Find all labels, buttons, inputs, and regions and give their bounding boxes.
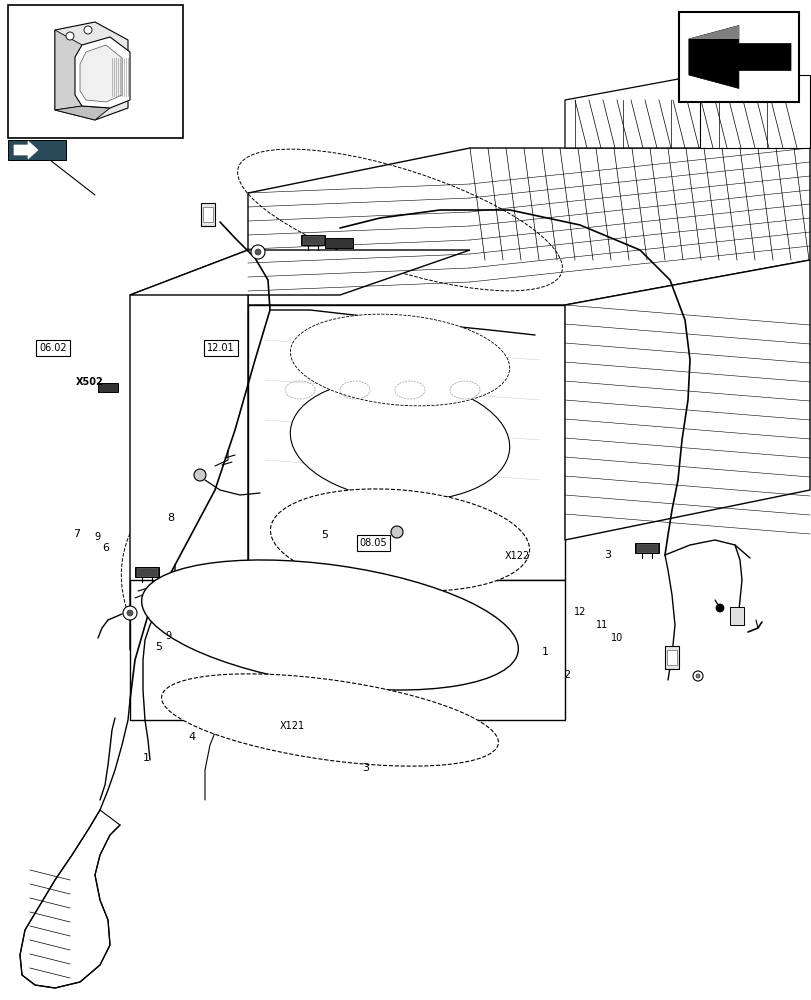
Polygon shape — [247, 305, 564, 580]
Bar — [98, 383, 118, 392]
Ellipse shape — [290, 314, 509, 406]
Circle shape — [127, 610, 133, 616]
Text: 3: 3 — [362, 763, 368, 773]
Polygon shape — [564, 75, 809, 148]
Bar — [203, 207, 212, 222]
Circle shape — [122, 606, 137, 620]
Ellipse shape — [161, 674, 498, 766]
Polygon shape — [20, 810, 120, 988]
Polygon shape — [564, 260, 809, 540]
Text: 11: 11 — [595, 620, 608, 630]
Text: X121: X121 — [280, 721, 304, 731]
Bar — [634, 543, 659, 553]
Text: 06.02: 06.02 — [39, 343, 67, 353]
Text: X122: X122 — [504, 551, 530, 561]
Ellipse shape — [290, 379, 509, 501]
Bar — [729, 607, 743, 625]
Polygon shape — [55, 106, 109, 120]
Circle shape — [66, 32, 74, 40]
Text: 5: 5 — [321, 530, 328, 540]
Polygon shape — [80, 45, 122, 102]
Text: 6: 6 — [102, 543, 109, 553]
Text: 1: 1 — [143, 753, 149, 763]
Text: 9: 9 — [94, 532, 101, 542]
Polygon shape — [699, 75, 809, 148]
Bar — [303, 236, 323, 244]
Text: 12.01: 12.01 — [207, 343, 234, 353]
Text: 2: 2 — [563, 670, 569, 680]
Circle shape — [695, 674, 699, 678]
Text: 08.05: 08.05 — [359, 538, 387, 548]
Text: 7: 7 — [74, 529, 80, 539]
Polygon shape — [14, 141, 38, 159]
Circle shape — [255, 249, 260, 255]
Polygon shape — [130, 580, 564, 720]
Polygon shape — [247, 148, 809, 305]
Circle shape — [251, 245, 264, 259]
Polygon shape — [130, 250, 470, 295]
Text: 5: 5 — [155, 642, 161, 652]
Polygon shape — [75, 37, 130, 108]
Ellipse shape — [141, 560, 517, 690]
Polygon shape — [688, 26, 790, 89]
Polygon shape — [55, 22, 128, 120]
Text: 4: 4 — [189, 732, 195, 742]
Bar — [301, 235, 324, 245]
Bar — [135, 567, 159, 577]
Circle shape — [715, 604, 723, 612]
Polygon shape — [688, 26, 738, 39]
Bar — [137, 568, 157, 576]
Bar — [636, 544, 656, 552]
Bar — [678, 12, 798, 102]
Bar — [201, 203, 215, 226]
Text: X502: X502 — [75, 377, 103, 387]
Bar — [8, 5, 182, 138]
Bar — [664, 646, 678, 669]
Polygon shape — [130, 250, 247, 650]
Bar — [8, 140, 66, 160]
Bar — [666, 650, 676, 665]
Circle shape — [391, 526, 402, 538]
Circle shape — [692, 671, 702, 681]
Text: 1: 1 — [542, 647, 548, 657]
Text: 10: 10 — [610, 633, 623, 643]
Text: 9: 9 — [165, 631, 172, 641]
Text: 3: 3 — [603, 550, 610, 560]
Polygon shape — [55, 30, 82, 110]
Text: 12: 12 — [573, 607, 586, 617]
Text: 8: 8 — [167, 513, 174, 523]
Ellipse shape — [270, 489, 529, 591]
Circle shape — [84, 26, 92, 34]
Circle shape — [194, 469, 206, 481]
Bar — [324, 238, 353, 248]
